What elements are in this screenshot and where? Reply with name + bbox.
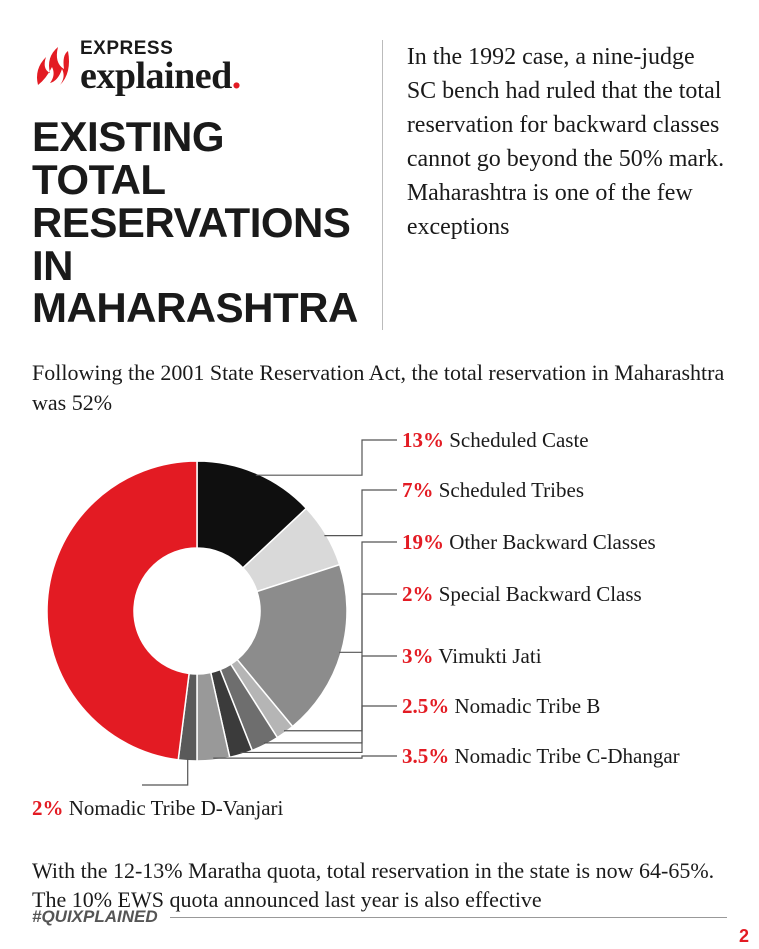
legend-item: 3% Vimukti Jati	[402, 644, 542, 669]
legend-item: 13% Scheduled Caste	[402, 428, 589, 453]
sub-paragraph: Following the 2001 State Reservation Act…	[32, 358, 727, 417]
footer-divider	[170, 917, 727, 918]
header-row: EXPRESS explained. EXISTING TOTAL RESERV…	[32, 40, 727, 330]
legend-item: 2% Special Backward Class	[402, 582, 642, 607]
page-number: 2	[739, 926, 749, 947]
brand-dot: .	[232, 55, 241, 97]
legend-item: 3.5% Nomadic Tribe C-Dhangar	[402, 744, 680, 769]
page-footer: #QUIXPLAINED	[32, 907, 727, 927]
donut-slice	[47, 461, 197, 760]
flame-icon	[32, 43, 72, 91]
intro-paragraph: In the 1992 case, a nine-judge SC bench …	[407, 40, 727, 244]
left-column: EXPRESS explained. EXISTING TOTAL RESERV…	[32, 40, 358, 330]
legend-bottom: 2% Nomadic Tribe D-Vanjari	[32, 796, 283, 821]
legend-item: 19% Other Backward Classes	[402, 530, 656, 555]
headline: EXISTING TOTAL RESERVATIONS IN MAHARASHT…	[32, 116, 358, 330]
donut-chart: 13% Scheduled Caste 7% Scheduled Tribes 19…	[32, 426, 727, 846]
right-column: In the 1992 case, a nine-judge SC bench …	[382, 40, 727, 330]
legend-item: 2% Nomadic Tribe D-Vanjari	[32, 796, 283, 821]
brand-bottom-text: explained	[80, 55, 232, 97]
donut-wrap	[42, 456, 352, 766]
brand-logo: EXPRESS explained.	[32, 40, 358, 94]
legend-item: 2.5% Nomadic Tribe B	[402, 694, 600, 719]
legend-item: 7% Scheduled Tribes	[402, 478, 584, 503]
hashtag: #QUIXPLAINED	[32, 907, 158, 927]
